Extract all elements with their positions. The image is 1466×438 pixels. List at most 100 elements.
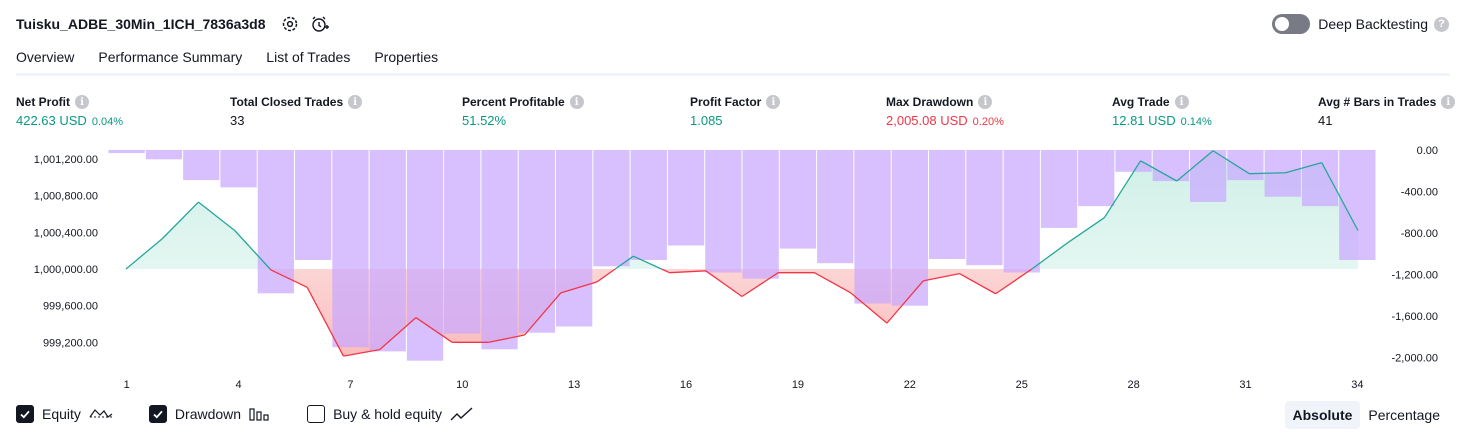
legend-equity[interactable]: Equity bbox=[16, 405, 113, 423]
legend-buy-hold-label: Buy & hold equity bbox=[333, 406, 443, 422]
equity-line-segment bbox=[1176, 150, 1214, 182]
equity-drawdown-chart[interactable]: 999,200.00 999,600.00 1,000,000.00 1,000,40… bbox=[0, 140, 1466, 395]
equity-line-segment bbox=[1103, 160, 1142, 219]
equity-line-segment bbox=[560, 281, 598, 294]
metric-value: 2,005.08 USD bbox=[886, 113, 968, 128]
buy-hold-checkbox[interactable] bbox=[307, 405, 326, 423]
drawdown-bar bbox=[332, 150, 369, 348]
drawdown-bar bbox=[108, 150, 145, 154]
equity-line-segment bbox=[1285, 162, 1322, 174]
help-icon[interactable]: ? bbox=[1434, 16, 1449, 32]
add-alert-clock-icon[interactable] bbox=[310, 14, 330, 34]
deep-backtesting-toggle[interactable] bbox=[1272, 14, 1311, 34]
legend-drawdown[interactable]: Drawdown bbox=[148, 405, 271, 423]
x-axis-tick-label: 31 bbox=[1239, 379, 1251, 391]
equity-line-segment bbox=[596, 268, 616, 283]
line-trend-icon bbox=[450, 406, 474, 422]
tab-properties[interactable]: Properties bbox=[374, 49, 439, 65]
drawdown-bar bbox=[705, 150, 742, 273]
equity-line-segment bbox=[1249, 172, 1286, 175]
tab-overview[interactable]: Overview bbox=[16, 46, 75, 76]
legend-equity-label: Equity bbox=[42, 406, 81, 422]
drawdown-bar bbox=[1003, 150, 1040, 273]
info-icon[interactable]: i bbox=[978, 95, 993, 109]
drawdown-bar bbox=[779, 150, 817, 249]
info-icon[interactable]: i bbox=[348, 95, 363, 109]
tab-performance-summary[interactable]: Performance Summary bbox=[98, 49, 243, 65]
drawdown-bar bbox=[295, 150, 332, 260]
metric-net-profit: Net Profit i 422.63 USD 0.04% bbox=[16, 94, 123, 128]
legend-buy-hold[interactable]: Buy & hold equity bbox=[307, 405, 474, 423]
drawdown-bar bbox=[1301, 150, 1339, 207]
equity-line-segment bbox=[886, 280, 924, 324]
equity-line-segment bbox=[343, 349, 380, 357]
drawdown-bar bbox=[183, 150, 220, 181]
equity-line-segment bbox=[995, 268, 1033, 295]
equity-line-segment bbox=[379, 317, 417, 351]
drawdown-bar bbox=[481, 150, 518, 350]
equity-line-segment bbox=[959, 273, 996, 295]
equity-line-segment bbox=[1212, 150, 1250, 175]
metric-value: 422.63 USD bbox=[16, 113, 87, 128]
equity-wave-icon bbox=[89, 406, 113, 422]
info-icon[interactable]: i bbox=[1441, 95, 1456, 109]
drawdown-bar bbox=[369, 150, 406, 352]
metric-label: Max Drawdown bbox=[886, 95, 974, 109]
equity-profit-area bbox=[126, 150, 1358, 269]
tab-list-of-trades[interactable]: List of Trades bbox=[266, 49, 351, 65]
equity-line-segment bbox=[1067, 217, 1105, 243]
equity-line-segment bbox=[923, 272, 960, 282]
equity-line-segment bbox=[234, 230, 271, 270]
equity-line-segment bbox=[269, 268, 272, 271]
deep-backtesting: Deep Backtesting ? bbox=[1272, 13, 1449, 35]
drawdown-bar bbox=[1190, 150, 1227, 202]
equity-axis-tick-label: 1,000,800.00 bbox=[34, 191, 98, 203]
legend-drawdown-label: Drawdown bbox=[174, 406, 242, 422]
metric-label: Total Closed Trades bbox=[230, 95, 344, 109]
equity-line-segment bbox=[270, 269, 308, 288]
equity-axis-tick-label: 1,000,000.00 bbox=[34, 264, 98, 276]
drawdown-bar bbox=[518, 150, 555, 333]
drawdown-bar bbox=[257, 150, 294, 294]
metric-label: Percent Profitable bbox=[462, 95, 565, 109]
equity-line-segment bbox=[1321, 162, 1359, 231]
drawdown-bar bbox=[929, 150, 966, 259]
drawdown-bar bbox=[854, 150, 891, 304]
equity-line-segment bbox=[125, 238, 163, 270]
x-axis-tick-label: 1 bbox=[124, 379, 130, 391]
equity-checkbox[interactable] bbox=[16, 405, 34, 423]
bars-icon bbox=[249, 406, 271, 422]
equity-line-segment bbox=[814, 272, 852, 294]
info-icon[interactable]: i bbox=[1174, 95, 1189, 109]
info-icon[interactable]: i bbox=[766, 95, 781, 109]
strategy-header: Tuisku_ADBE_30Min_1ICH_7836a3d8 bbox=[16, 12, 330, 36]
deep-backtesting-label: Deep Backtesting bbox=[1318, 16, 1428, 32]
equity-line-segment bbox=[306, 287, 344, 357]
tab-divider bbox=[16, 73, 1450, 76]
x-axis-tick-label: 13 bbox=[568, 379, 580, 391]
equity-line-segment bbox=[1031, 241, 1069, 270]
gear-icon[interactable] bbox=[280, 14, 300, 34]
drawdown-bar bbox=[444, 150, 481, 334]
info-icon[interactable]: i bbox=[75, 95, 89, 109]
drawdown-checkbox[interactable] bbox=[148, 405, 167, 423]
equity-axis-tick-label: 1,001,200.00 bbox=[34, 154, 98, 166]
drawdown-axis-tick-label: -1,600.00 bbox=[1392, 311, 1438, 323]
drawdown-bar bbox=[1339, 150, 1376, 260]
metric-percent: 0.14% bbox=[1180, 116, 1212, 128]
drawdown-bar bbox=[1115, 150, 1152, 172]
percentage-button[interactable]: Percentage bbox=[1368, 407, 1440, 423]
info-icon[interactable]: i bbox=[569, 95, 584, 109]
drawdown-bar bbox=[1078, 150, 1115, 207]
x-axis-tick-label: 16 bbox=[680, 379, 692, 391]
absolute-button[interactable]: Absolute bbox=[1284, 401, 1361, 429]
equity-line-segment bbox=[614, 255, 634, 270]
equity-line-segment bbox=[633, 255, 662, 270]
equity-axis-tick-label: 999,600.00 bbox=[43, 301, 98, 313]
metric-value: 12.81 USD bbox=[1112, 113, 1176, 128]
equity-axis-tick-label: 999,200.00 bbox=[43, 337, 98, 349]
drawdown-bar bbox=[1152, 150, 1189, 182]
drawdown-axis-tick-label: 0.00 bbox=[1417, 145, 1438, 157]
metric-label: Net Profit bbox=[16, 95, 70, 109]
drawdown-bar bbox=[1227, 150, 1264, 181]
